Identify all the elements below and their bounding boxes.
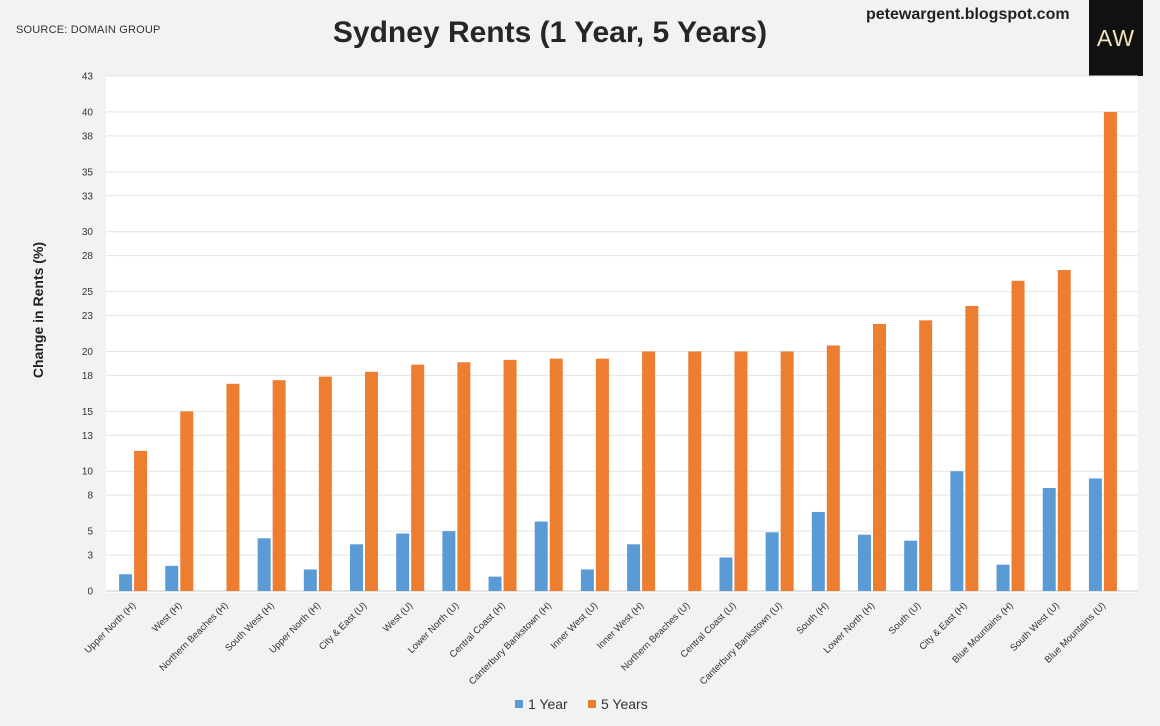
x-tick-labels: Upper North (H) West (H)Northern Beaches … [83, 600, 1108, 687]
x-tick-label: City & East (H) [917, 600, 969, 652]
y-tick-label: 13 [82, 431, 94, 442]
chart-title: Sydney Rents (1 Year, 5 Years) [332, 16, 768, 49]
y-tick-label: 5 [87, 527, 93, 538]
y-tick-label: 43 [82, 72, 94, 83]
x-tick-label: Upper North (H) [83, 600, 139, 656]
y-tick-label: 40 [82, 107, 94, 118]
bar-5-years [272, 380, 286, 591]
bar-5-years [826, 345, 840, 591]
bar-5-years [457, 362, 471, 591]
y-tick-label: 35 [82, 167, 94, 178]
bar-5-years [411, 364, 425, 591]
y-tick-label: 28 [82, 251, 94, 262]
bar-1-year [396, 533, 410, 591]
bar-5-years [365, 371, 378, 591]
x-tick-label: Inner West (H) [595, 600, 646, 651]
x-tick-label: Inner West (U) [549, 600, 600, 651]
x-tick-label: Canterbury Bankstown (H) [467, 600, 554, 687]
bar-5-years [919, 320, 933, 591]
bar-5-years [1103, 111, 1117, 591]
bar-5-years [873, 323, 886, 591]
bar-5-years [549, 358, 563, 591]
bar-1-year [119, 574, 133, 591]
y-tick-label: 0 [87, 587, 93, 598]
bar-1-year [442, 531, 456, 591]
bar-1-year [350, 544, 363, 591]
y-tick-label: 33 [82, 191, 94, 202]
bar-1-year [719, 557, 733, 591]
bar-1-year [534, 521, 548, 591]
bars [119, 111, 1117, 591]
bar-5-years [1011, 280, 1025, 591]
bar-5-years [734, 351, 748, 591]
bar-1-year [858, 534, 871, 591]
source-note: SOURCE: DOMAIN GROUP [16, 24, 161, 36]
logo-text: AW [1096, 24, 1136, 51]
x-tick-label: West (U) [381, 600, 415, 634]
x-tick-label: South (U) [887, 600, 924, 637]
bar-1-year [765, 532, 779, 591]
bar-5-years [226, 383, 240, 591]
bar-1-year [303, 569, 317, 591]
legend-label: 5 Years [601, 696, 648, 712]
blog-url: petewargent.blogspot.com [866, 6, 1070, 23]
y-tick-label: 10 [82, 467, 94, 478]
bar-5-years [134, 450, 148, 591]
legend-swatch [588, 700, 596, 708]
plot-area [106, 76, 1138, 593]
x-tick-label: West (H) [150, 600, 184, 634]
bar-5-years [642, 351, 656, 591]
y-tick-label: 8 [87, 491, 93, 502]
bar-5-years [180, 411, 194, 591]
y-tick-label: 23 [82, 311, 94, 322]
y-tick-label: 25 [82, 287, 94, 298]
bar-5-years [965, 305, 979, 591]
bar-1-year [580, 569, 594, 591]
bar-5-years [1057, 270, 1071, 591]
y-tick-label: 20 [82, 347, 94, 358]
bar-1-year [488, 576, 502, 591]
y-tick-label: 30 [82, 227, 94, 238]
bar-5-years [503, 359, 517, 591]
bar-1-year [1088, 478, 1102, 591]
bar-1-year [257, 538, 271, 591]
y-axis-title: Change in Rents (%) [30, 242, 46, 378]
x-tick-label: Canterbury Bankstown (U) [698, 600, 785, 687]
legend-swatch [515, 700, 523, 708]
x-tick-label: South (H) [794, 600, 831, 637]
y-tick-label: 15 [82, 407, 94, 418]
x-tick-label: City & East (U) [317, 600, 369, 652]
bar-1-year [950, 471, 964, 591]
aw-logo: AW [1089, 0, 1143, 76]
bar-1-year [627, 544, 641, 591]
bar-5-years [688, 351, 702, 591]
bar-1-year [165, 565, 179, 591]
bar-5-years [318, 376, 332, 591]
y-tick-label: 3 [87, 551, 93, 562]
legend-label: 1 Year [528, 696, 568, 712]
bar-1-year [811, 511, 825, 591]
bar-5-years [595, 358, 609, 591]
bar-5-years [780, 351, 794, 591]
bar-1-year [996, 564, 1010, 591]
legend: 1 Year 5 Years [515, 696, 648, 712]
bar-1-year [1042, 488, 1056, 591]
y-tick-label: 38 [82, 131, 94, 142]
bar-1-year [904, 540, 918, 591]
y-tick-label: 18 [82, 371, 94, 382]
